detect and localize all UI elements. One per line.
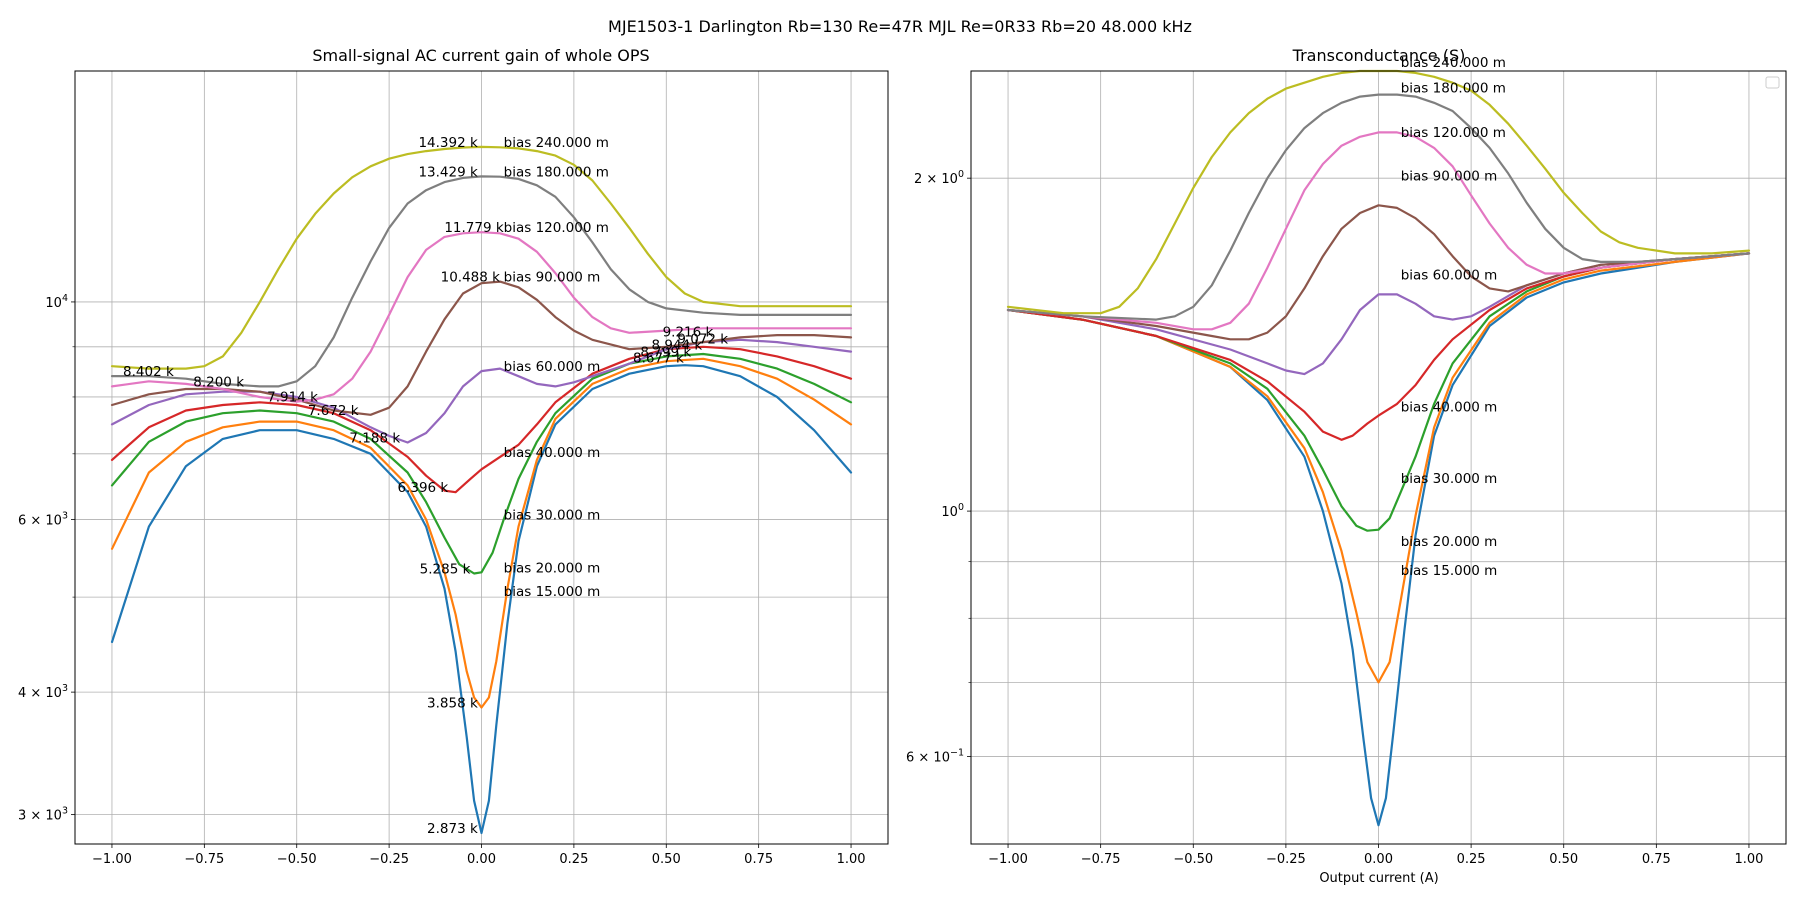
y-tick-label: 104 <box>45 293 68 311</box>
x-tick-label: −0.25 <box>1266 852 1306 867</box>
series-line <box>1006 252 1751 532</box>
series-line <box>110 352 853 575</box>
annotation-label: bias 90.000 m <box>1401 169 1498 185</box>
y-tick-label: 100 <box>941 502 964 520</box>
annotation-label: bias 120.000 m <box>1401 125 1506 141</box>
annotation-label: 6.396 k <box>397 480 448 496</box>
annotation-label: 8.200 k <box>193 374 244 390</box>
annotation-label: bias 30.000 m <box>504 507 601 523</box>
plot-transconductance-title: Transconductance (S) <box>1292 46 1466 65</box>
annotation-label: bias 30.000 m <box>1401 471 1498 487</box>
annotation-label: bias 180.000 m <box>1401 81 1506 97</box>
y-tick-label: 6 × 10−1 <box>906 747 964 765</box>
annotation-label: 7.914 k <box>267 390 318 406</box>
x-tick-label: 0.50 <box>652 852 681 867</box>
annotation-label: bias 20.000 m <box>1401 534 1498 550</box>
plot-gain-axes: −1.00 −0.75 −0.50 −0.25 0.00 0.25 0.50 0.75 1.00… <box>18 293 866 867</box>
x-tick-label: 0.75 <box>744 852 773 867</box>
annotation-label: bias 15.000 m <box>1401 563 1498 579</box>
y-tick-label: 6 × 103 <box>18 510 68 528</box>
annotation-label: 13.429 k <box>418 164 478 180</box>
series-line <box>1006 252 1751 441</box>
annotation-label: bias 20.000 m <box>504 560 601 576</box>
annotation-label: bias 60.000 m <box>504 359 601 375</box>
series-line <box>1006 93 1751 321</box>
annotation-label: 11.779 k <box>444 220 504 236</box>
x-tick-label: 0.50 <box>1549 852 1578 867</box>
annotation-label: bias 240.000 m <box>1401 55 1506 71</box>
x-tick-label: −0.50 <box>1173 852 1213 867</box>
annotation-label: 10.488 k <box>441 270 501 286</box>
plot-gain-annotations: 14.392 k 13.429 k 11.779 k 10.488 k 8.402 k 8… <box>123 135 728 837</box>
series-line <box>110 345 853 494</box>
plot-transconductance: Transconductance (S) bias 240.000 mbias … <box>906 46 1787 886</box>
annotation-label: 8.677 k <box>633 350 684 366</box>
annotation-label: bias 15.000 m <box>504 584 601 600</box>
plot-gain-grid <box>75 71 888 844</box>
annotation-label: 3.858 k <box>427 696 478 712</box>
x-tick-label: −0.75 <box>1081 852 1121 867</box>
annotation-label: bias 120.000 m <box>504 220 609 236</box>
annotation-label: 7.672 k <box>308 403 359 419</box>
annotation-label: 8.799 k <box>640 344 691 360</box>
plot-transconductance-grid <box>971 71 1786 844</box>
y-tick-label: 4 × 103 <box>18 683 68 701</box>
series-line <box>110 175 853 388</box>
x-tick-label: −0.75 <box>184 852 224 867</box>
annotation-label: 5.285 k <box>420 561 471 577</box>
x-tick-label: 0.00 <box>1364 852 1393 867</box>
x-tick-label: −1.00 <box>92 852 132 867</box>
x-tick-label: 0.25 <box>559 852 588 867</box>
annotation-label: bias 240.000 m <box>504 135 609 151</box>
annotation-label: bias 40.000 m <box>1401 400 1498 416</box>
annotation-label: bias 60.000 m <box>1401 267 1498 283</box>
plot-gain-series <box>110 145 853 835</box>
x-tick-label: −0.25 <box>369 852 409 867</box>
y-tick-label: 3 × 103 <box>18 806 68 824</box>
series-line <box>110 364 853 835</box>
series-line <box>1006 252 1751 827</box>
x-tick-label: 0.75 <box>1642 852 1671 867</box>
plot-transconductance-xlabel: Output current (A) <box>1319 871 1438 886</box>
annotation-label: 9.216 k <box>663 325 714 341</box>
figure-suptitle: MJE1503-1 Darlington Rb=130 Re=47R MJL R… <box>608 17 1192 36</box>
series-line <box>110 145 853 370</box>
x-tick-label: −0.50 <box>277 852 317 867</box>
series-line <box>1006 252 1751 684</box>
annotation-label: 8.402 k <box>123 364 174 380</box>
plot-gain-title: Small-signal AC current gain of whole OP… <box>312 46 649 65</box>
plot-transconductance-annotations: bias 240.000 m bias 180.000 m bias 120.000… <box>1401 55 1506 579</box>
series-line <box>1006 131 1751 331</box>
x-tick-label: 1.00 <box>1734 852 1763 867</box>
annotation-label: 8.944 k <box>651 337 702 353</box>
annotation-label: 2.873 k <box>427 821 478 837</box>
plot-transconductance-axes: −1.00 −0.75 −0.50 −0.25 0.00 0.25 0.50 0.75 1.00… <box>906 169 1763 867</box>
series-line <box>110 280 853 416</box>
x-tick-label: 0.00 <box>467 852 496 867</box>
x-tick-label: 1.00 <box>837 852 866 867</box>
plot-gain: Small-signal AC current gain of whole OP… <box>18 46 889 867</box>
annotation-label: bias 90.000 m <box>504 270 601 286</box>
series-line <box>1006 204 1751 341</box>
annotation-label: 7.188 k <box>349 431 400 447</box>
annotation-label: 14.392 k <box>418 135 478 151</box>
annotation-label: bias 180.000 m <box>504 164 609 180</box>
series-line <box>110 357 853 709</box>
annotation-label: bias 40.000 m <box>504 445 601 461</box>
x-tick-label: 0.25 <box>1457 852 1486 867</box>
series-line <box>110 231 853 403</box>
annotation-label: 9.072 k <box>677 331 728 347</box>
y-tick-label: 2 × 100 <box>914 169 964 187</box>
x-tick-label: −1.00 <box>988 852 1028 867</box>
legend-box <box>1765 76 1780 89</box>
